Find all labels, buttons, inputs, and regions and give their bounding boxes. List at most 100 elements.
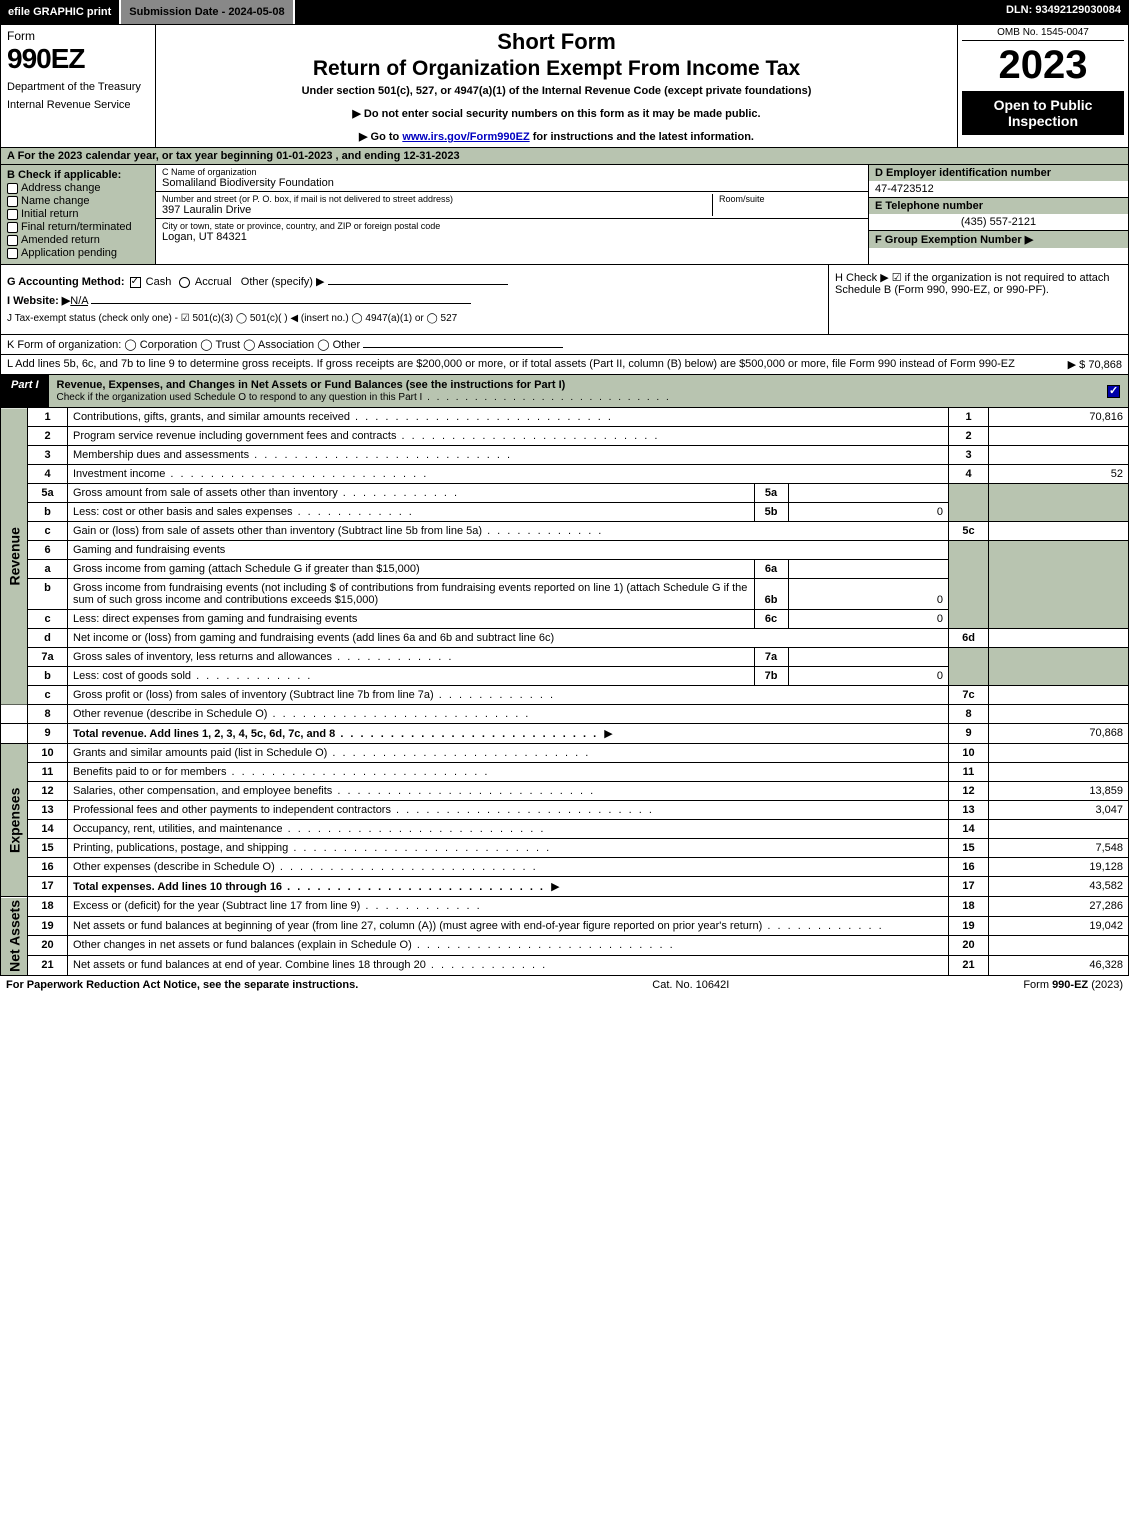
row-5a: Gross amount from sale of assets other t… <box>68 484 949 503</box>
row-9-text: Total revenue. Add lines 1, 2, 3, 4, 5c,… <box>68 724 949 744</box>
row-7b: Less: cost of goods sold 7b0 <box>68 667 949 686</box>
irs-link[interactable]: www.irs.gov/Form990EZ <box>402 131 529 143</box>
cb-address-change[interactable]: Address change <box>7 182 149 194</box>
city-label: City or town, state or province, country… <box>162 221 862 231</box>
row-15-text: Printing, publications, postage, and shi… <box>68 839 949 858</box>
instructions-link-line: ▶ Go to www.irs.gov/Form990EZ for instru… <box>164 130 949 143</box>
row-13-text: Professional fees and other payments to … <box>68 801 949 820</box>
line-h: H Check ▶ ☑ if the organization is not r… <box>828 265 1128 334</box>
cb-cash[interactable] <box>130 277 141 288</box>
top-bar: efile GRAPHIC print Submission Date - 20… <box>0 0 1129 24</box>
ghij-left: G Accounting Method: Cash Accrual Other … <box>1 265 828 334</box>
schedule-o-checkbox[interactable] <box>1107 385 1120 398</box>
box-b: B Check if applicable: Address change Na… <box>1 165 156 264</box>
box-c: C Name of organization Somaliland Biodiv… <box>156 165 868 264</box>
part1-title: Revenue, Expenses, and Changes in Net As… <box>49 375 1128 407</box>
ssn-warning: ▶ Do not enter social security numbers o… <box>164 107 949 120</box>
group-exemption-label: F Group Exemption Number ▶ <box>869 230 1128 248</box>
box-def: D Employer identification number 47-4723… <box>868 165 1128 264</box>
website-value: N/A <box>70 295 88 307</box>
row-13-amount: 3,047 <box>989 801 1129 820</box>
side-revenue: Revenue <box>1 408 28 705</box>
row-10-text: Grants and similar amounts paid (list in… <box>68 744 949 763</box>
city-state-zip: Logan, UT 84321 <box>162 231 862 243</box>
row-12-amount: 13,859 <box>989 782 1129 801</box>
row-18-amount: 27,286 <box>989 897 1129 917</box>
short-form-label: Short Form <box>164 29 949 55</box>
public-inspection-badge: Open to Public Inspection <box>962 91 1124 135</box>
form-number: 990EZ <box>7 43 149 75</box>
form-title: Return of Organization Exempt From Incom… <box>164 57 949 81</box>
part1-tag: Part I <box>1 375 49 407</box>
row-12-text: Salaries, other compensation, and employ… <box>68 782 949 801</box>
row-2-text: Program service revenue including govern… <box>68 427 949 446</box>
part1-table: Revenue 1 Contributions, gifts, grants, … <box>0 408 1129 976</box>
row-21-text: Net assets or fund balances at end of ye… <box>68 956 949 976</box>
dept-irs: Internal Revenue Service <box>7 99 149 111</box>
footer-left: For Paperwork Reduction Act Notice, see … <box>6 979 358 991</box>
row-5c-text: Gain or (loss) from sale of assets other… <box>68 522 949 541</box>
line-l: L Add lines 5b, 6c, and 7b to line 9 to … <box>0 355 1129 375</box>
phone-value: (435) 557-2121 <box>869 214 1128 230</box>
line-k: K Form of organization: ◯ Corporation ◯ … <box>0 335 1129 355</box>
row-17-text: Total expenses. Add lines 10 through 16 … <box>68 877 949 897</box>
row-20-text: Other changes in net assets or fund bala… <box>68 936 949 956</box>
row-18-text: Excess or (deficit) for the year (Subtra… <box>68 897 949 917</box>
ein-label: D Employer identification number <box>869 165 1128 181</box>
row-16-amount: 19,128 <box>989 858 1129 877</box>
part1-header: Part I Revenue, Expenses, and Changes in… <box>0 375 1129 408</box>
dln: DLN: 93492129030084 <box>998 0 1129 24</box>
box-b-label: B Check if applicable: <box>7 169 149 181</box>
footer-form: Form 990-EZ (2023) <box>1023 979 1123 991</box>
header-right: OMB No. 1545-0047 2023 Open to Public In… <box>958 25 1128 147</box>
footer-cat: Cat. No. 10642I <box>652 979 729 991</box>
header-left: Form 990EZ Department of the Treasury In… <box>1 25 156 147</box>
row-19-text: Net assets or fund balances at beginning… <box>68 916 949 936</box>
row-8-text: Other revenue (describe in Schedule O) <box>68 705 949 724</box>
ein-value: 47-4723512 <box>869 181 1128 197</box>
section-ghij: G Accounting Method: Cash Accrual Other … <box>0 265 1129 335</box>
row-5b: Less: cost or other basis and sales expe… <box>68 503 949 522</box>
row-7c-text: Gross profit or (loss) from sales of inv… <box>68 686 949 705</box>
cb-application-pending[interactable]: Application pending <box>7 247 149 259</box>
section-bcdef: B Check if applicable: Address change Na… <box>0 165 1129 265</box>
side-netassets: Net Assets <box>1 897 28 976</box>
efile-label[interactable]: efile GRAPHIC print <box>0 0 121 24</box>
line-i: I Website: ▶N/A <box>7 294 822 307</box>
row-1-amount: 70,816 <box>989 408 1129 427</box>
line-l-text: L Add lines 5b, 6c, and 7b to line 9 to … <box>7 358 1058 371</box>
street-address: 397 Lauralin Drive <box>162 204 712 216</box>
cb-amended-return[interactable]: Amended return <box>7 234 149 246</box>
dept-treasury: Department of the Treasury <box>7 81 149 93</box>
row-6a: Gross income from gaming (attach Schedul… <box>68 560 949 579</box>
row-3-text: Membership dues and assessments <box>68 446 949 465</box>
room-suite-label: Room/suite <box>712 194 862 216</box>
row-9-amount: 70,868 <box>989 724 1129 744</box>
line-g: G Accounting Method: Cash Accrual Other … <box>7 275 822 288</box>
row-6b: Gross income from fundraising events (no… <box>68 579 949 610</box>
cb-final-return[interactable]: Final return/terminated <box>7 221 149 233</box>
row-7a: Gross sales of inventory, less returns a… <box>68 648 949 667</box>
row-4-text: Investment income <box>68 465 949 484</box>
org-name: Somaliland Biodiversity Foundation <box>162 177 862 189</box>
form-header: Form 990EZ Department of the Treasury In… <box>0 24 1129 148</box>
row-6c: Less: direct expenses from gaming and fu… <box>68 610 949 629</box>
omb-number: OMB No. 1545-0047 <box>962 27 1124 41</box>
row-1-text: Contributions, gifts, grants, and simila… <box>68 408 949 427</box>
page-footer: For Paperwork Reduction Act Notice, see … <box>0 976 1129 994</box>
org-name-label: C Name of organization <box>162 167 862 177</box>
row-16-text: Other expenses (describe in Schedule O) <box>68 858 949 877</box>
side-expenses: Expenses <box>1 744 28 897</box>
form-subtitle: Under section 501(c), 527, or 4947(a)(1)… <box>164 85 949 97</box>
cb-name-change[interactable]: Name change <box>7 195 149 207</box>
phone-label: E Telephone number <box>869 197 1128 214</box>
line-j: J Tax-exempt status (check only one) - ☑… <box>7 313 822 324</box>
row-21-amount: 46,328 <box>989 956 1129 976</box>
row-4-amount: 52 <box>989 465 1129 484</box>
form-word: Form <box>7 29 149 43</box>
street-label: Number and street (or P. O. box, if mail… <box>162 194 712 204</box>
rb-accrual[interactable] <box>179 277 190 288</box>
cb-initial-return[interactable]: Initial return <box>7 208 149 220</box>
row-6-text: Gaming and fundraising events <box>68 541 949 560</box>
row-17-amount: 43,582 <box>989 877 1129 897</box>
